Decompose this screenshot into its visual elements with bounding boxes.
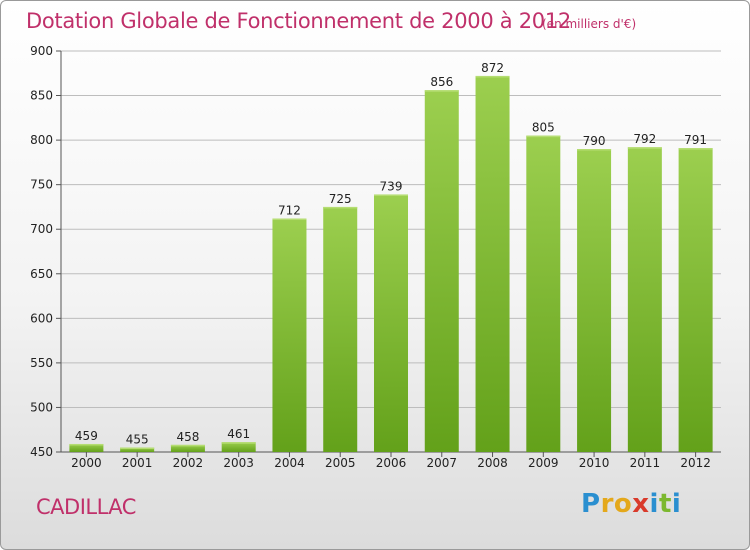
bar-highlight — [678, 148, 713, 150]
logo-letter: i — [671, 489, 682, 519]
data-label: 856 — [430, 75, 453, 89]
y-tick-label: 750 — [30, 178, 53, 192]
logo-letter: t — [658, 489, 672, 519]
x-tick-label: 2006 — [376, 456, 407, 470]
chart-title: Dotation Globale de Fonctionnement de 20… — [26, 9, 571, 33]
data-label: 805 — [532, 121, 555, 135]
bar-highlight — [120, 447, 155, 450]
bars — [69, 75, 713, 453]
bar-highlight — [577, 149, 612, 151]
bar-2006 — [374, 194, 408, 453]
unit-label: (en milliers d'€) — [542, 17, 637, 31]
bar-2007 — [424, 90, 459, 452]
x-tick-label: 2003 — [223, 456, 254, 470]
logo-letter: x — [632, 489, 650, 519]
data-label: 455 — [126, 433, 149, 447]
x-tick-label: 2008 — [477, 456, 508, 470]
bar-highlight — [627, 147, 662, 149]
bar-2008 — [475, 75, 510, 452]
x-tick-label: 2010 — [579, 456, 610, 470]
bar-2001 — [120, 447, 155, 452]
commune-name: CADILLAC — [36, 495, 136, 519]
data-label: 712 — [278, 204, 301, 218]
bar-highlight — [424, 90, 459, 92]
bar-2003 — [221, 442, 256, 452]
data-label: 790 — [583, 134, 606, 148]
bar-2011 — [627, 147, 662, 453]
proxiti-logo: Proxiti — [581, 489, 681, 519]
y-tick-label: 650 — [30, 267, 53, 281]
bar-highlight — [69, 443, 104, 446]
bar-highlight — [221, 442, 256, 444]
bar-highlight — [374, 194, 408, 196]
y-tick-label: 800 — [30, 133, 53, 147]
y-tick-labels: 450 500 550 600 650 700 750 800 850 900 — [30, 44, 53, 459]
data-labels: 459 455 458 461 712 725 739 856 872 805 790 792 791 — [75, 61, 707, 447]
data-label: 792 — [633, 132, 656, 146]
y-tick-label: 850 — [30, 89, 53, 103]
x-tick-label: 2005 — [325, 456, 356, 470]
logo-letter: r — [600, 489, 614, 519]
bar-2000 — [69, 443, 104, 452]
bar-highlight — [170, 444, 205, 447]
x-tick-label: 2004 — [274, 456, 305, 470]
bar-2002 — [170, 444, 205, 452]
bar-highlight — [323, 206, 358, 209]
bar-2012 — [678, 148, 713, 452]
x-tick-labels: 2000 2001 2002 2003 2004 2005 2006 2007 2008 2009… — [71, 456, 711, 470]
x-tick-label: 2011 — [630, 456, 661, 470]
data-label: 872 — [481, 61, 504, 75]
bar-highlight — [475, 75, 510, 78]
logo-letter: P — [581, 489, 601, 519]
x-tick-label: 2007 — [426, 456, 457, 470]
data-label: 458 — [176, 430, 199, 444]
bar-highlight — [526, 135, 561, 138]
bar-2010 — [577, 149, 612, 452]
logo-letter: i — [649, 489, 659, 519]
x-tick-label: 2002 — [173, 456, 204, 470]
bar-2009 — [526, 135, 561, 452]
x-tick-label: 2012 — [680, 456, 711, 470]
y-tick-label: 500 — [30, 400, 53, 414]
y-tick-label: 600 — [30, 311, 53, 325]
x-tick-label: 2001 — [122, 456, 153, 470]
y-tick-label: 900 — [30, 44, 53, 58]
y-tick-label: 700 — [30, 222, 53, 236]
bar-2004 — [272, 218, 307, 452]
y-tick-label: 550 — [30, 356, 53, 370]
data-label: 725 — [329, 192, 352, 206]
bar-2005 — [323, 206, 358, 452]
data-label: 739 — [380, 179, 403, 193]
data-label: 459 — [75, 429, 98, 443]
y-tick-label: 450 — [30, 445, 53, 459]
bar-highlight — [272, 218, 307, 221]
logo-letter: o — [613, 489, 633, 519]
x-tick-label: 2009 — [528, 456, 559, 470]
x-tick-label: 2000 — [71, 456, 102, 470]
data-label: 791 — [684, 133, 707, 147]
data-label: 461 — [227, 427, 250, 441]
